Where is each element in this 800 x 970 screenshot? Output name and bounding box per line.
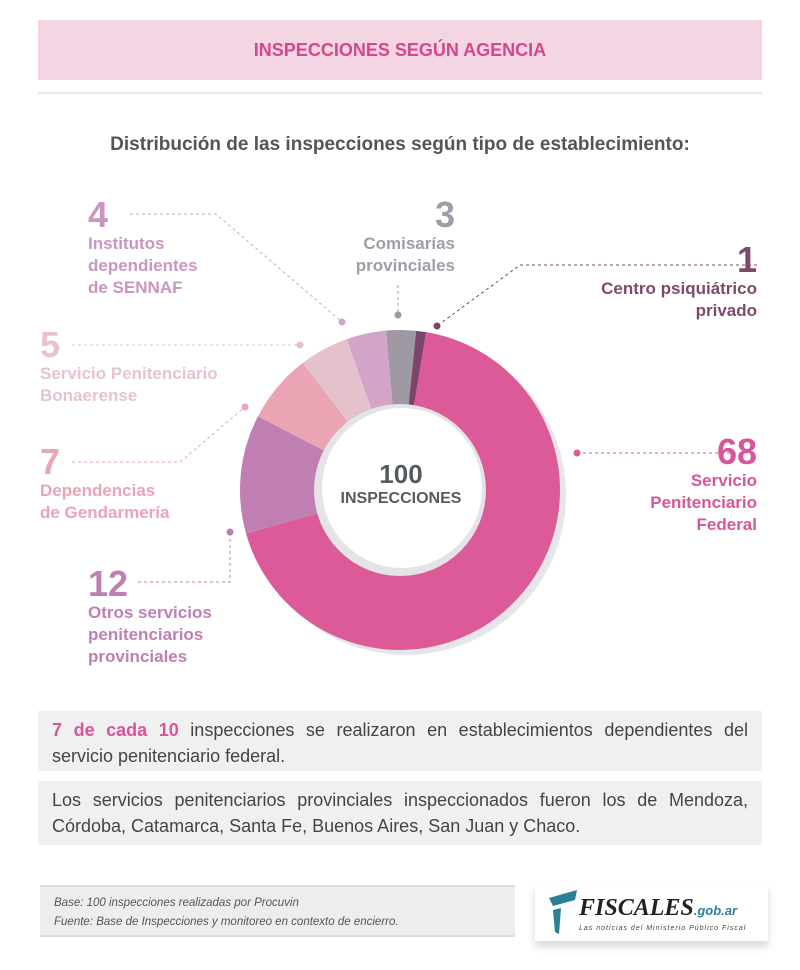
note-federal: 7 de cada 10 inspecciones se realizaron …	[38, 711, 762, 771]
label-otros: 12 Otros servicios penitenciarios provinci…	[88, 563, 212, 667]
divider	[38, 92, 762, 94]
value-label: 68	[716, 431, 757, 472]
label-sennaf: 4 Institutos dependientes de SENNAF	[88, 194, 198, 298]
fiscales-logo[interactable]: FISCALES.gob.ar Las noticias del Ministe…	[535, 883, 768, 941]
center-value: 100	[379, 459, 422, 489]
label-gendarmeria: 7 Dependencias de Gendarmería	[40, 441, 170, 523]
value-label: 3	[434, 194, 455, 235]
value-label: 1	[736, 239, 757, 280]
label-comisarias: 3 Comisarías provinciales	[355, 194, 455, 276]
highlight-text: 7 de cada 10	[52, 720, 179, 740]
footer-sources: Base: 100 inspecciones realizadas por Pr…	[40, 885, 515, 937]
header-title: INSPECCIONES SEGÚN AGENCIA	[38, 20, 762, 80]
footer-fuente: Fuente: Base de Inspecciones y monitoreo…	[54, 916, 399, 928]
value-label: 4	[88, 194, 109, 235]
footer-base: Base: 100 inspecciones realizadas por Pr…	[54, 897, 299, 909]
label-bonaerense: 5 Servicio Penitenciario Bonaerense	[40, 324, 218, 406]
chart-subtitle: Distribución de las inspecciones según t…	[110, 134, 690, 155]
center-label: INSPECCIONES	[341, 490, 462, 507]
label-psiquiatrico: 1 Centro psiquiátrico privado	[601, 239, 757, 321]
note-provinciales: Los servicios penitenciarios provinciale…	[38, 781, 762, 845]
value-label: 12	[88, 563, 129, 604]
label-federal: 68 Servicio Penitenciario Federal	[650, 431, 757, 535]
logo-mark-icon	[549, 890, 577, 934]
value-label: 5	[40, 324, 61, 365]
value-label: 7	[40, 441, 61, 482]
donut-hole	[322, 408, 482, 568]
